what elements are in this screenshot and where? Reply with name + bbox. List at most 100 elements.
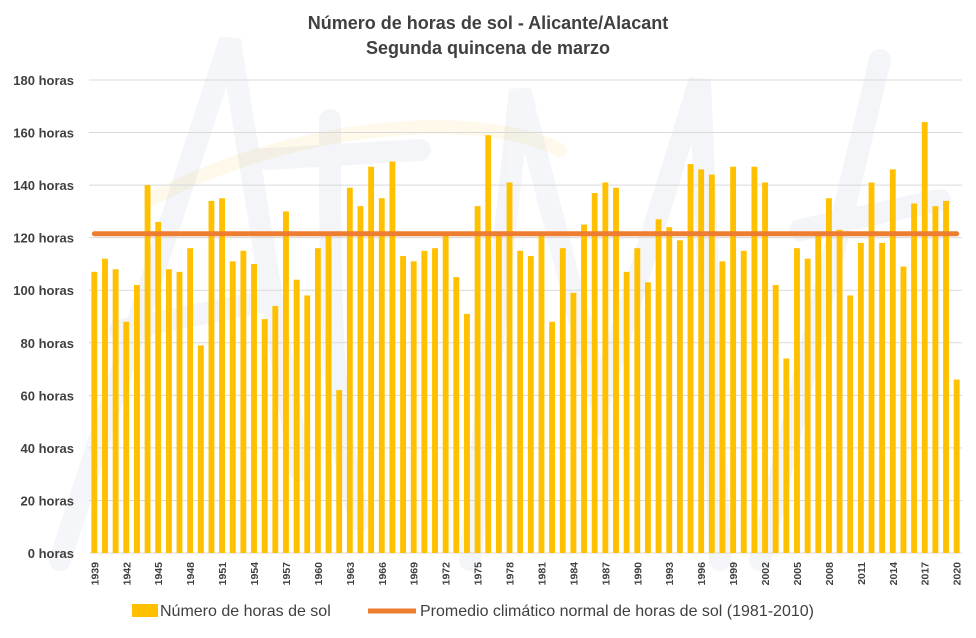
chart-title: Número de horas de sol - Alicante/Alacan… <box>308 13 668 33</box>
x-tick-label: 1987 <box>600 562 612 586</box>
bar-2002 <box>762 182 768 554</box>
bar-1995 <box>687 164 694 553</box>
bar-2000 <box>740 250 747 553</box>
bar-2006 <box>804 258 811 553</box>
bar-1996 <box>698 169 705 553</box>
x-tick-label: 1996 <box>696 562 708 586</box>
x-tick-label: 1975 <box>473 562 485 586</box>
bar-1967 <box>389 161 396 553</box>
bar-1978 <box>506 182 513 554</box>
bar-1975 <box>474 206 481 553</box>
y-tick-label: 60 horas <box>21 388 74 403</box>
x-tick-label: 1954 <box>249 562 261 586</box>
bar-2012 <box>868 182 875 554</box>
bar-2020 <box>953 379 960 553</box>
y-axis-ticks: 0 horas 20 horas 40 horas 60 horas 80 horas 1… <box>13 73 74 561</box>
bar-1953 <box>240 250 247 553</box>
bar-1997 <box>708 174 715 553</box>
x-tick-label: 1945 <box>153 562 165 586</box>
bar-2016 <box>911 203 918 553</box>
x-tick-label: 2020 <box>952 562 964 586</box>
bars <box>91 122 960 554</box>
x-tick-label: 1966 <box>377 562 389 586</box>
watermark-swoosh <box>143 120 567 207</box>
bar-1970 <box>421 250 428 553</box>
y-tick-label: 140 horas <box>13 178 74 193</box>
bar-2011 <box>857 242 864 554</box>
x-axis-ticks: 1939 1942 1945 1948 1951 1954 1957 1960 1963 1966… <box>89 562 963 586</box>
bar-1983 <box>559 248 566 553</box>
bar-2015 <box>900 266 907 553</box>
bar-1943 <box>133 284 140 553</box>
x-tick-label: 1999 <box>728 562 740 586</box>
bar-1959 <box>304 295 311 553</box>
bar-2010 <box>847 295 854 553</box>
bar-2014 <box>889 169 896 553</box>
bar-1961 <box>325 235 332 554</box>
bar-1981 <box>538 235 545 554</box>
bar-2007 <box>815 235 822 554</box>
x-tick-label: 1981 <box>536 562 548 586</box>
y-tick-label: 20 horas <box>21 493 74 508</box>
bar-1980 <box>527 256 534 553</box>
y-tick-label: 160 horas <box>13 126 74 141</box>
x-tick-label: 1939 <box>89 562 101 586</box>
bar-1973 <box>453 277 460 553</box>
bar-2005 <box>794 248 800 553</box>
bar-2018 <box>932 206 939 553</box>
bar-1998 <box>719 261 726 553</box>
bar-1950 <box>208 200 215 553</box>
x-tick-label: 1993 <box>664 562 676 586</box>
x-tick-label: 1960 <box>313 562 325 586</box>
bar-1991 <box>645 282 651 553</box>
bar-1949 <box>197 345 204 553</box>
y-tick-label: 40 horas <box>21 441 74 456</box>
x-tick-label: 2002 <box>760 562 772 586</box>
bar-1964 <box>357 206 364 553</box>
bar-1982 <box>549 321 556 553</box>
bar-1965 <box>368 166 375 553</box>
bar-2009 <box>836 229 843 553</box>
bar-1946 <box>165 269 172 553</box>
bar-1955 <box>261 319 268 553</box>
bar-1999 <box>730 166 737 553</box>
bar-1939 <box>91 271 98 553</box>
bar-2004 <box>783 358 790 553</box>
bar-1942 <box>123 321 130 553</box>
bar-1977 <box>495 235 502 554</box>
x-tick-label: 1957 <box>281 562 293 586</box>
x-tick-label: 1942 <box>121 562 133 586</box>
bar-1944 <box>144 185 151 554</box>
bar-1979 <box>517 250 524 553</box>
x-tick-label: 1984 <box>568 562 580 586</box>
x-tick-label: 1990 <box>632 562 644 586</box>
bar-1984 <box>570 292 577 553</box>
bar-1990 <box>634 248 641 553</box>
bar-1969 <box>410 261 417 553</box>
x-tick-label: 1978 <box>505 562 517 586</box>
bar-1940 <box>102 258 108 553</box>
bar-1993 <box>666 227 673 553</box>
bar-1958 <box>293 279 300 553</box>
bar-1972 <box>442 235 449 554</box>
bar-1951 <box>219 198 226 553</box>
bar-1966 <box>378 198 385 553</box>
legend-label-bars: Número de horas de sol <box>160 603 331 620</box>
x-tick-label: 2014 <box>888 562 900 586</box>
x-tick-label: 1963 <box>345 562 357 586</box>
y-tick-label: 180 horas <box>13 73 74 88</box>
bar-1968 <box>400 256 406 553</box>
bar-1992 <box>655 219 662 553</box>
x-tick-label: 2005 <box>792 562 804 586</box>
y-tick-label: 0 horas <box>28 546 74 561</box>
x-tick-label: 2017 <box>920 562 932 586</box>
bar-1986 <box>591 192 598 554</box>
y-tick-label: 100 horas <box>13 283 74 298</box>
bar-1962 <box>336 390 343 553</box>
bar-2013 <box>879 242 886 554</box>
bar-2008 <box>825 198 832 553</box>
bar-1985 <box>581 224 587 553</box>
bar-1987 <box>602 182 609 554</box>
